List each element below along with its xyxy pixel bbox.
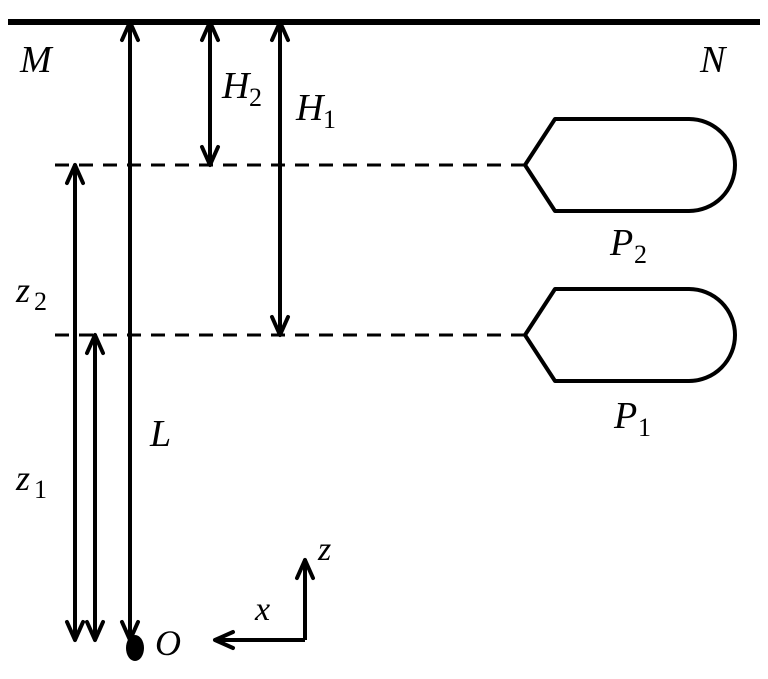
label-x-axis: x [254, 591, 270, 628]
label-P1: P [613, 395, 637, 437]
label-H2: H [221, 65, 252, 107]
origin-dot [126, 635, 144, 661]
label-L: L [149, 413, 171, 455]
label-z-axis: z [317, 531, 331, 568]
label-z1: z [15, 458, 30, 498]
label-P2: P [609, 222, 633, 264]
label-O: O [155, 623, 181, 663]
label-P2-sub: 2 [634, 240, 647, 269]
diagram-canvas: MNH2H1P2P1z2z1LOzx [0, 0, 768, 679]
label-H2-sub: 2 [249, 83, 262, 112]
label-H1: H [295, 87, 326, 129]
label-N: N [699, 39, 728, 81]
label-z1-sub: 1 [34, 475, 47, 504]
label-H1-sub: 1 [323, 105, 336, 134]
label-z2-sub: 2 [34, 287, 47, 316]
label-z2: z [15, 270, 30, 310]
label-M: M [19, 39, 54, 81]
label-P1-sub: 1 [638, 413, 651, 442]
